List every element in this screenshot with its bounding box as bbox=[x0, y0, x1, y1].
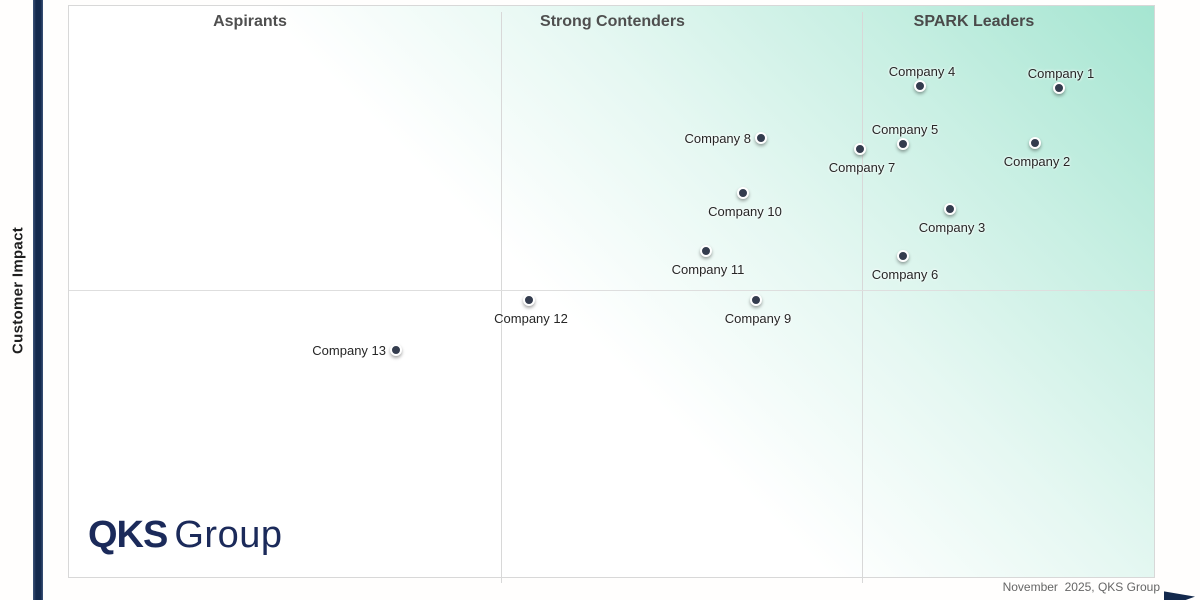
logo-text-regular: Group bbox=[174, 514, 283, 556]
company-dot-icon bbox=[854, 143, 866, 155]
company-dot-icon bbox=[1053, 82, 1065, 94]
company-dot-icon bbox=[737, 187, 749, 199]
company-label: Company 11 bbox=[671, 262, 745, 277]
company-label: Company 5 bbox=[871, 122, 939, 137]
company-label: Company 1 bbox=[1027, 66, 1095, 81]
company-dot-icon bbox=[944, 203, 956, 215]
company-label: Company 3 bbox=[918, 220, 986, 235]
company-label: Company 7 bbox=[828, 160, 896, 175]
company-label: Company 9 bbox=[724, 311, 792, 326]
company-label: Company 8 bbox=[684, 131, 751, 146]
quadrant-divider-horizontal bbox=[69, 290, 1154, 291]
company-dot-icon bbox=[700, 245, 712, 257]
company-label: Company 10 bbox=[708, 204, 782, 219]
company-dot-icon bbox=[914, 80, 926, 92]
company-label: Company 13 bbox=[312, 343, 386, 358]
y-axis-line bbox=[33, 0, 43, 600]
quadrant-divider-vertical-1 bbox=[501, 12, 502, 583]
company-dot-icon bbox=[755, 132, 767, 144]
logo-text-bold: QKS bbox=[88, 514, 168, 556]
qks-group-logo: QKS Group bbox=[88, 514, 282, 557]
footer-date-note: November 2025, QKS Group bbox=[1002, 580, 1160, 594]
quadrant-header-spark-leaders: SPARK Leaders bbox=[913, 13, 1035, 30]
company-dot-icon bbox=[897, 250, 909, 262]
company-label: Company 2 bbox=[1003, 154, 1071, 169]
company-dot-icon bbox=[523, 294, 535, 306]
company-dot-icon bbox=[897, 138, 909, 150]
company-label: Company 12 bbox=[494, 311, 568, 326]
plot-area bbox=[68, 5, 1155, 583]
company-label: Company 4 bbox=[888, 64, 956, 79]
x-axis-arrowhead-icon bbox=[1164, 591, 1195, 600]
company-dot-icon bbox=[750, 294, 762, 306]
quadrant-header-aspirants: Aspirants bbox=[213, 13, 287, 30]
company-dot-icon bbox=[1029, 137, 1041, 149]
quadrant-divider-vertical-2 bbox=[862, 12, 863, 583]
company-label: Company 6 bbox=[871, 267, 939, 282]
company-dot-icon bbox=[390, 344, 402, 356]
quadrant-header-strong-contenders: Strong Contenders bbox=[540, 13, 685, 30]
